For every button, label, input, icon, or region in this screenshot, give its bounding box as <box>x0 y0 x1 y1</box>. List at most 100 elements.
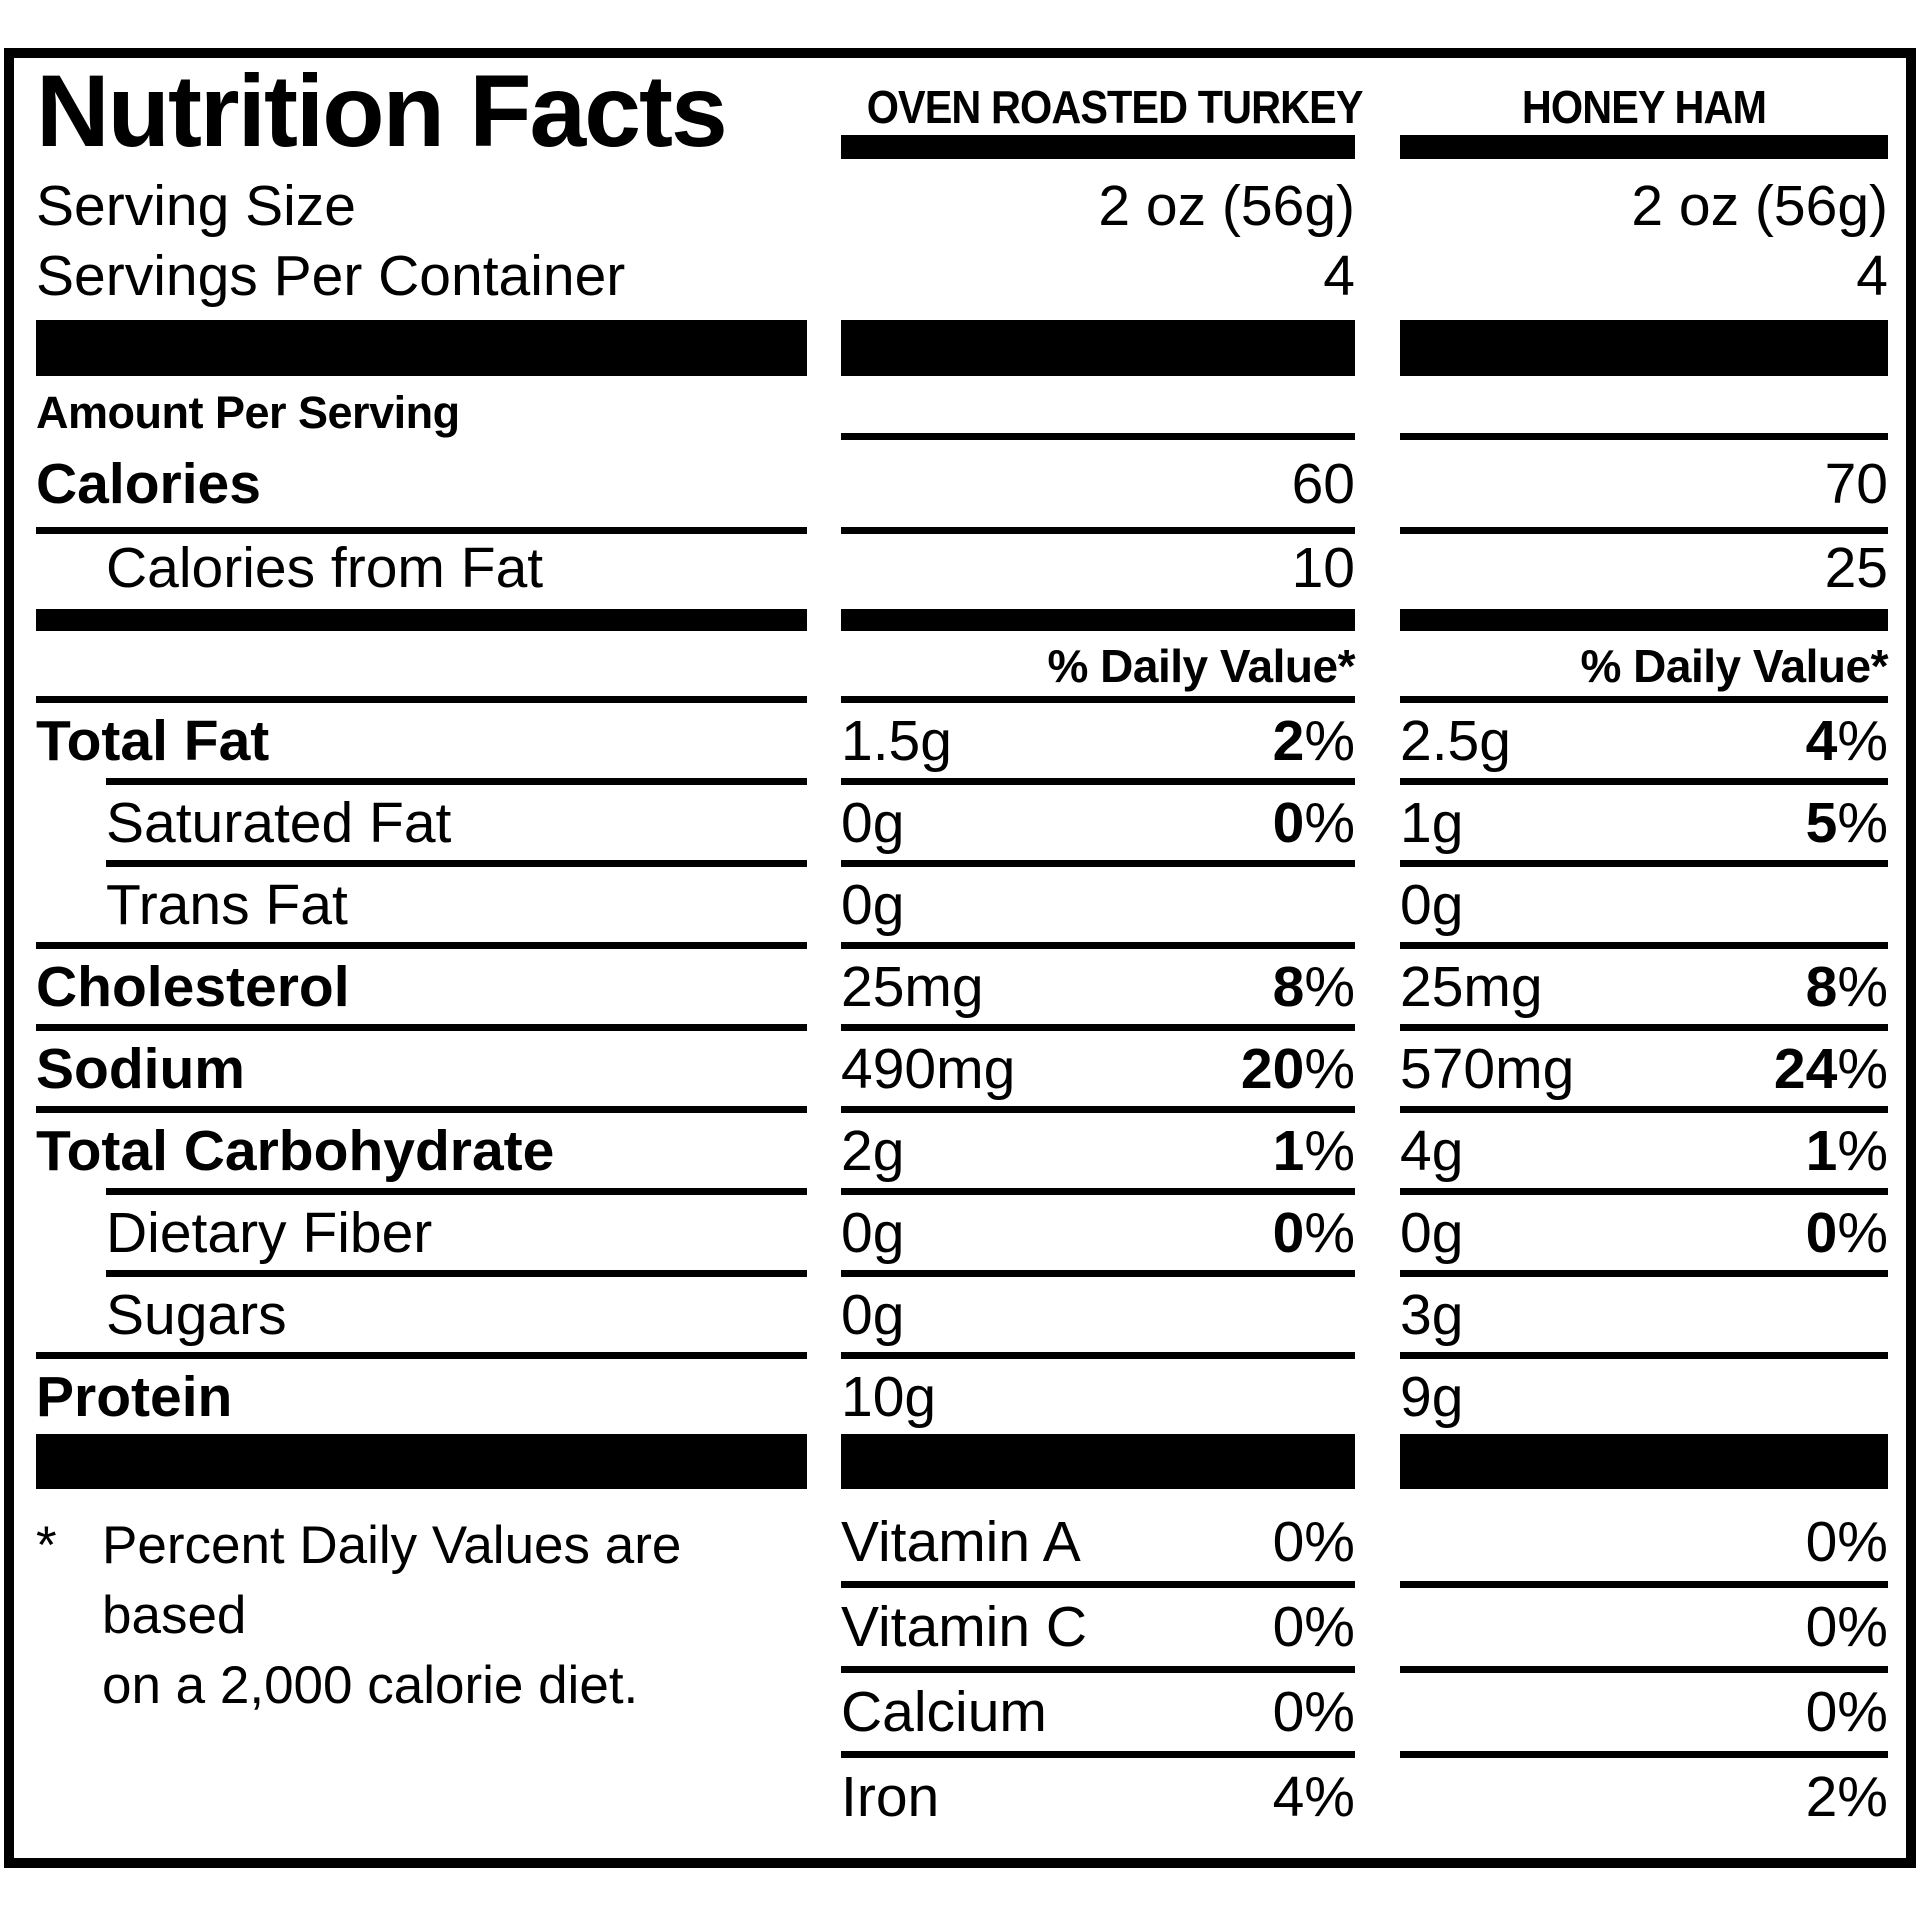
dv-turkey: 20% <box>1240 1037 1355 1101</box>
dv-ham: 4% <box>1805 709 1888 773</box>
dv-turkey: 2% <box>1272 709 1355 773</box>
servings-per-container-row: Servings Per Container 4 4 <box>36 240 1888 310</box>
amount-turkey: 0g <box>841 1283 905 1347</box>
rule <box>841 1188 1355 1195</box>
vitamin-row-vitamin-a: 0% <box>1400 1503 1888 1581</box>
dv-turkey: 0% <box>1272 791 1355 855</box>
rule <box>1400 1270 1888 1277</box>
vitamin-dv-turkey: 4% <box>1272 1764 1355 1829</box>
rule <box>1400 433 1888 440</box>
rule <box>36 1106 807 1113</box>
amount-per-serving-label: Amount Per Serving <box>36 387 460 438</box>
rule <box>841 778 1355 785</box>
vitamin-dv-ham: 0% <box>1805 1594 1888 1659</box>
nutrient-name: Saturated Fat <box>106 791 452 855</box>
serving-size-turkey: 2 oz (56g) <box>1098 174 1355 238</box>
calories-row: Calories 60 70 <box>36 440 1888 527</box>
amount-ham: 9g <box>1400 1365 1464 1429</box>
separator-row <box>36 1024 1888 1031</box>
separator-row <box>36 778 1888 785</box>
dv-ham: 5% <box>1805 791 1888 855</box>
amount-turkey: 490mg <box>841 1037 1016 1101</box>
serving-size-label: Serving Size <box>36 174 356 238</box>
amount-turkey: 0g <box>841 1201 905 1265</box>
calories-from-fat-turkey: 10 <box>1291 536 1355 600</box>
nutrient-row-dietary-fiber: Dietary Fiber 0g 0% 0g 0% <box>36 1195 1888 1270</box>
calories-label: Calories <box>36 452 261 516</box>
vitamin-dv-turkey: 0% <box>1272 1509 1355 1574</box>
calories-from-fat-row: Calories from Fat 10 25 <box>36 534 1888 609</box>
vitamin-name: Vitamin C <box>841 1594 1088 1659</box>
bar-left <box>36 1434 807 1489</box>
rule <box>106 1270 807 1277</box>
bar-ham <box>1400 1434 1888 1489</box>
rule <box>1400 1024 1888 1031</box>
rule <box>106 778 807 785</box>
rule <box>841 1270 1355 1277</box>
amount-ham: 2.5g <box>1400 709 1511 773</box>
footnote-text: Percent Daily Values are based on a 2,00… <box>102 1516 682 1715</box>
bar-ham <box>1400 609 1888 631</box>
separator-row <box>36 696 1888 703</box>
dv-turkey: 0% <box>1272 1201 1355 1265</box>
nutrient-row-cholesterol: Cholesterol 25mg 8% 25mg 8% <box>36 949 1888 1024</box>
amount-ham: 3g <box>1400 1283 1464 1347</box>
rule <box>841 1024 1355 1031</box>
footnote-asterisk: * <box>36 1516 57 1575</box>
vitamin-row-vitamin-a: Vitamin A 0% <box>841 1503 1355 1581</box>
bar-ham <box>1400 320 1888 376</box>
nutrient-row-sodium: Sodium 490mg 20% 570mg 24% <box>36 1031 1888 1106</box>
amount-turkey: 2g <box>841 1119 905 1183</box>
calories-ham: 70 <box>1824 452 1888 516</box>
rule <box>841 1581 1355 1588</box>
rule <box>106 1188 807 1195</box>
nutrient-row-total-carbohydrate: Total Carbohydrate 2g 1% 4g 1% <box>36 1113 1888 1188</box>
turkey-header-bar <box>841 135 1355 159</box>
rule <box>36 1352 807 1359</box>
rule <box>106 860 807 867</box>
separator-row <box>36 1106 1888 1113</box>
amount-turkey: 25mg <box>841 955 984 1019</box>
separator-row <box>36 1270 1888 1277</box>
rule <box>1400 942 1888 949</box>
rule <box>1400 1751 1888 1758</box>
nutrient-name: Dietary Fiber <box>106 1201 433 1265</box>
footnote-and-vitamins: * Percent Daily Values are based on a 2,… <box>36 1489 1888 1849</box>
calories-turkey: 60 <box>1291 452 1355 516</box>
vitamin-row-calcium: 0% <box>1400 1673 1888 1751</box>
vitamin-row-vitamin-c: 0% <box>1400 1588 1888 1666</box>
separator-row <box>36 527 1888 534</box>
rule <box>841 942 1355 949</box>
nutrient-row-total-fat: Total Fat 1.5g 2% 2.5g 4% <box>36 703 1888 778</box>
nutrient-name: Total Fat <box>36 709 270 773</box>
vitamins-ham-column: 0% 0% 0% 2% <box>1400 1489 1888 1849</box>
rule <box>841 1751 1355 1758</box>
amount-per-serving-row: Amount Per Serving <box>36 376 1888 440</box>
vitamin-dv-ham: 0% <box>1805 1679 1888 1744</box>
spacer <box>36 310 1888 320</box>
column-header-ham: HONEY HAM <box>1400 58 1888 170</box>
footnote: * Percent Daily Values are based on a 2,… <box>36 1489 807 1721</box>
rule <box>1400 1352 1888 1359</box>
rule <box>1400 1581 1888 1588</box>
dv-ham: 24% <box>1773 1037 1888 1101</box>
servings-per-container-ham: 4 <box>1856 244 1888 308</box>
bar-left <box>36 320 807 376</box>
vitamin-name: Calcium <box>841 1679 1047 1744</box>
serving-size-ham: 2 oz (56g) <box>1631 174 1888 238</box>
calories-from-fat-label: Calories from Fat <box>106 536 544 600</box>
amount-ham: 0g <box>1400 873 1464 937</box>
rule <box>841 1352 1355 1359</box>
rule <box>1400 1666 1888 1673</box>
daily-value-header-row: % Daily Value* % Daily Value* <box>36 631 1889 696</box>
daily-value-header-turkey: % Daily Value* <box>1047 640 1356 692</box>
amount-ham: 0g <box>1400 1201 1464 1265</box>
rule <box>36 527 807 534</box>
vitamin-row-calcium: Calcium 0% <box>841 1673 1355 1751</box>
section-bar-middle <box>36 609 1888 631</box>
rule <box>36 696 807 703</box>
daily-value-header-ham: % Daily Value* <box>1580 640 1889 692</box>
vitamin-row-iron: Iron 4% <box>841 1758 1355 1836</box>
dv-turkey: 1% <box>1272 1119 1355 1183</box>
bar-left <box>36 609 807 631</box>
